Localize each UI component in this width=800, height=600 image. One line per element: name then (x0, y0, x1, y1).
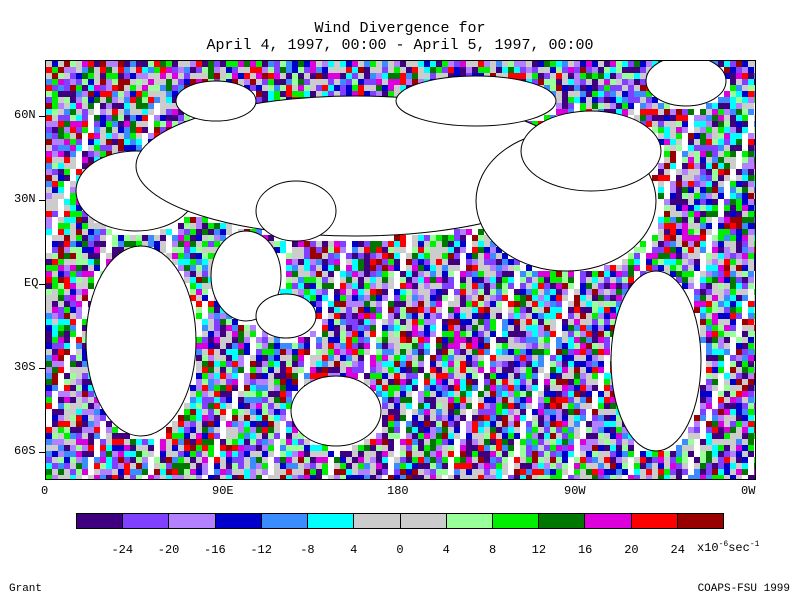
colorbar-tick-label: 20 (624, 543, 639, 557)
colorbar-swatch (77, 514, 124, 528)
colorbar-swatch (169, 514, 216, 528)
colorbar-swatch (400, 514, 447, 528)
map-title-line1: Wind Divergence for (314, 20, 486, 37)
colorbar-tick-label: -24 (111, 543, 134, 557)
lon-label-90w: 90W (564, 484, 586, 498)
map-plot-area (45, 60, 756, 480)
lon-label-90e: 90E (212, 484, 234, 498)
landmass (210, 230, 282, 322)
colorbar-tick-label: 8 (488, 543, 497, 557)
units-sec: sec (728, 541, 750, 555)
landmass (610, 270, 702, 452)
landmass (520, 110, 662, 192)
colorbar-tick-label: 0 (396, 543, 404, 557)
landmass (255, 293, 317, 339)
colorbar-swatch (539, 514, 586, 528)
lat-label-60s: 60S (14, 444, 36, 458)
colorbar-tick-label: 4 (442, 543, 450, 557)
colorbar-swatch (492, 514, 540, 528)
landmass (395, 75, 557, 127)
lat-tick (39, 116, 45, 117)
lat-tick (39, 368, 45, 369)
lat-tick (39, 284, 45, 285)
lat-label-eq: EQ (24, 276, 39, 290)
author-credit: Grant (9, 583, 43, 595)
colorbar-tick-label: -16 (204, 543, 226, 557)
colorbar (76, 513, 724, 529)
landmass (290, 375, 382, 447)
lat-tick (39, 200, 45, 201)
colorbar-swatch (215, 514, 262, 528)
colorbar-swatch (677, 514, 724, 528)
units-exponent-1: -6 (718, 540, 729, 549)
map-title-line2: April 4, 1997, 00:00 - April 5, 1997, 00… (206, 37, 594, 54)
colorbar-swatch (446, 514, 493, 528)
lat-tick (39, 452, 45, 453)
colorbar-swatch (261, 514, 309, 528)
lat-label-60n: 60N (14, 108, 36, 122)
colorbar-tick-label: -12 (250, 543, 272, 557)
landmass (175, 80, 257, 122)
colorbar-tick-label: 12 (531, 543, 547, 557)
colorbar-swatch (308, 514, 355, 528)
lat-label-30n: 30N (14, 192, 36, 206)
landmass (85, 245, 197, 437)
colorbar-swatch (354, 514, 401, 528)
colorbar-swatch (123, 514, 170, 528)
divergence-field (46, 61, 755, 479)
lon-label-180: 180 (387, 484, 409, 498)
colorbar-tick-label: 24 (670, 543, 685, 557)
lon-label-0w: 0W (741, 484, 756, 498)
colorbar-tick-label: 16 (577, 543, 593, 557)
lon-label-0: 0 (41, 484, 49, 498)
colorbar-tick-label: -20 (157, 543, 180, 557)
landmass (255, 180, 337, 242)
colorbar-swatch (585, 514, 632, 528)
colorbar-swatch (631, 514, 678, 528)
units-prefix: x10 (697, 541, 719, 555)
colorbar-tick-label: 4 (350, 543, 358, 557)
colorbar-tick-label: -8 (300, 543, 315, 557)
lat-label-30s: 30S (14, 360, 36, 374)
units-exponent-2: -1 (749, 540, 760, 549)
colorbar-units: x10-6sec-1 (697, 540, 759, 555)
source-credit: COAPS-FSU 1999 (697, 583, 790, 595)
landmass (645, 61, 727, 107)
